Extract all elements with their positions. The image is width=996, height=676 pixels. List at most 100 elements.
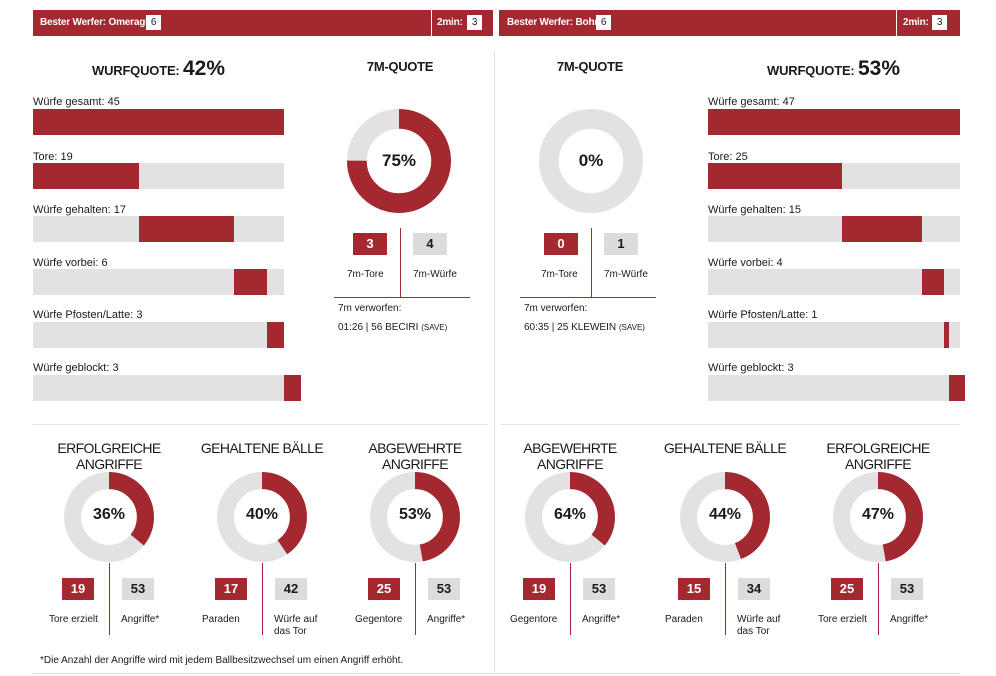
attack-grey-value: 53	[583, 578, 615, 600]
bar-label: Würfe gesamt: 47	[708, 96, 795, 108]
bar-label: Würfe gehalten: 15	[708, 204, 801, 216]
entry-note: (SAVE)	[421, 323, 448, 332]
attack-donut	[369, 471, 461, 563]
seven-m-rule	[334, 297, 470, 298]
seven-m-wuerfe-label: 7m-Würfe	[604, 269, 648, 280]
donut-slice	[369, 471, 461, 563]
attack-divider	[415, 563, 416, 635]
bar-track	[33, 163, 284, 189]
header-separator	[431, 10, 432, 36]
attack-donut	[832, 471, 924, 563]
seven-m-verworfen-entry: 60:35 | 25 KLEWEIN (SAVE)	[524, 322, 645, 334]
wurfquote-title-right: WURFQUOTE: 53%	[767, 57, 900, 81]
two-min-value: 3	[467, 15, 482, 30]
seven-m-tore-label: 7m-Tore	[541, 269, 578, 280]
wurfquote-label: WURFQUOTE:	[92, 63, 180, 78]
best-thrower-label: Bester Werfer: Omeragic	[40, 17, 154, 28]
donut-track	[539, 109, 643, 213]
bar-track	[708, 163, 960, 189]
section-divider-right	[501, 424, 960, 425]
best-thrower-value: 6	[146, 15, 161, 30]
seven-m-wuerfe-value: 4	[413, 233, 447, 255]
wurfquote-title-left: WURFQUOTE: 42%	[92, 57, 225, 81]
attack-divider	[109, 563, 110, 635]
seven-m-divider	[400, 228, 401, 298]
donut-slice	[679, 471, 771, 563]
wurfquote-value: 53%	[857, 57, 900, 80]
bar-track	[33, 216, 284, 242]
bar-track	[708, 216, 960, 242]
header-bar-left: Bester Werfer: Omeragic 6 2min: 3	[33, 10, 493, 36]
bar-track	[708, 269, 960, 295]
two-min-value: 3	[932, 15, 947, 30]
wurfquote-value: 42%	[182, 57, 225, 80]
attack-grey-value: 53	[428, 578, 460, 600]
bar-track	[708, 375, 966, 401]
bar-track	[708, 322, 960, 348]
bar-label: Würfe gesamt: 45	[33, 96, 120, 108]
attack-title: ERFOLGREICHE ANGRIFFE	[826, 440, 930, 472]
attack-percent: 47%	[861, 506, 895, 523]
seven-m-verworfen-label: 7m verworfen:	[338, 303, 402, 314]
seven-m-tore-value: 3	[353, 233, 387, 255]
attack-donut	[216, 471, 308, 563]
section-divider-left	[33, 424, 487, 425]
seven-m-rule	[520, 297, 656, 298]
attack-divider	[570, 563, 571, 635]
attack-title: GEHALTENE BÄLLE	[663, 440, 787, 456]
attack-donut	[679, 471, 771, 563]
donut-slice	[524, 471, 616, 563]
attack-red-value: 25	[831, 578, 863, 600]
center-divider	[494, 52, 495, 672]
seven-m-percent-right: 0%	[578, 151, 604, 170]
seven-m-wuerfe-value: 1	[604, 233, 638, 255]
entry-text: 60:35 | 25 KLEWEIN	[524, 322, 617, 333]
footnote: *Die Anzahl der Angriffe wird mit jedem …	[40, 655, 404, 666]
attack-grey-label: Würfe auf das Tor	[737, 614, 781, 637]
bar-label: Würfe Pfosten/Latte: 1	[708, 309, 818, 321]
best-thrower-value: 6	[596, 15, 611, 30]
attack-red-label: Tore erzielt	[49, 614, 98, 625]
bar-fill	[943, 322, 950, 348]
bar-label: Würfe Pfosten/Latte: 3	[33, 309, 143, 321]
attack-grey-label: Angriffe*	[427, 614, 466, 625]
bar-track	[708, 109, 960, 135]
bar-fill	[138, 216, 234, 242]
bar-track	[33, 375, 301, 401]
bar-label: Würfe geblockt: 3	[33, 362, 119, 374]
attack-grey-value: 53	[122, 578, 154, 600]
seven-m-title-left: 7M-QUOTE	[366, 59, 434, 74]
attack-red-label: Tore erzielt	[818, 614, 867, 625]
attack-red-label: Gegentore	[510, 614, 558, 625]
attack-divider	[878, 563, 879, 635]
attack-grey-value: 42	[275, 578, 307, 600]
attack-red-value: 15	[678, 578, 710, 600]
attack-grey-label: Angriffe*	[582, 614, 621, 625]
attack-title: ABGEWEHRTE ANGRIFFE	[523, 440, 617, 472]
seven-m-divider	[591, 228, 592, 298]
attack-red-value: 19	[62, 578, 94, 600]
bottom-divider	[33, 673, 960, 674]
donut-slice	[347, 109, 451, 213]
attack-percent: 36%	[92, 506, 126, 523]
attack-red-label: Gegentore	[355, 614, 403, 625]
two-min-label: 2min:	[437, 17, 463, 28]
attack-title: ERFOLGREICHE ANGRIFFE	[57, 440, 161, 472]
seven-m-percent-left: 75%	[381, 151, 417, 170]
attack-red-value: 25	[368, 578, 400, 600]
bar-track	[33, 322, 284, 348]
bar-fill	[842, 216, 923, 242]
bar-label: Würfe vorbei: 6	[33, 257, 108, 269]
bar-label: Würfe gehalten: 17	[33, 204, 126, 216]
attack-grey-label: Angriffe*	[121, 614, 160, 625]
attack-percent: 64%	[553, 506, 587, 523]
bar-label: Würfe geblockt: 3	[708, 362, 794, 374]
attack-title: ABGEWEHRTE ANGRIFFE	[368, 440, 462, 472]
bar-fill	[708, 109, 960, 135]
entry-note: (SAVE)	[618, 323, 645, 332]
seven-m-wuerfe-label: 7m-Würfe	[413, 269, 457, 280]
attack-red-label: Paraden	[202, 614, 240, 625]
bar-fill	[284, 375, 301, 401]
bar-fill	[33, 163, 139, 189]
bar-fill	[922, 269, 944, 295]
